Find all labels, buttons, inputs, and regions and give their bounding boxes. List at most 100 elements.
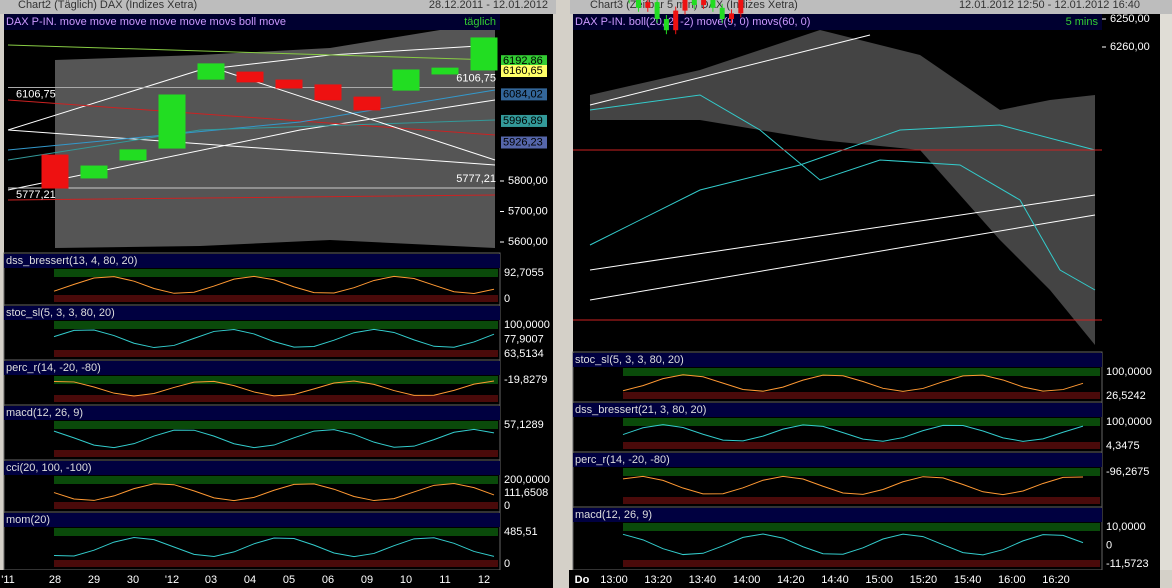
candle [197, 63, 225, 80]
x-axis [0, 570, 553, 588]
x-tick-label: Do [575, 574, 590, 586]
overbought-band [623, 368, 1100, 376]
panel-label: perc_r(14, -20, -80) [6, 362, 101, 374]
title-bar[interactable] [0, 0, 556, 14]
panel-tick-label: -19,8279 [504, 374, 547, 386]
oversold-band [54, 450, 498, 457]
y-tick-label: 6260,00 [1110, 41, 1150, 53]
panel-tick-label: 4,3475 [1106, 440, 1140, 452]
overbought-band [54, 476, 498, 484]
x-tick-label: 13:00 [600, 574, 628, 586]
indicator-line [589, 194, 1096, 271]
overbought-band [54, 269, 498, 277]
price-label: 5996,89 [503, 115, 543, 127]
bollinger-band [55, 20, 495, 248]
x-tick-label: 09 [361, 574, 373, 586]
x-tick-label: 16:00 [998, 574, 1026, 586]
panel-tick-label: 77,9007 [504, 333, 544, 345]
panel-header [573, 453, 1102, 467]
window-title: Chart2 (Täglich) DAX (Indizes Xetra) [18, 0, 197, 11]
overbought-band [54, 528, 498, 536]
oversold-band [54, 560, 498, 567]
indicator-line [589, 34, 871, 106]
x-axis [569, 570, 1160, 588]
indicator-line [53, 380, 495, 397]
x-tick-label: 15:20 [910, 574, 938, 586]
panel-tick-label: -11,5723 [1106, 558, 1149, 570]
x-tick-label: 11 [439, 574, 450, 586]
candle [275, 79, 303, 89]
oversold-band [54, 395, 498, 402]
candle [470, 37, 498, 71]
indicator-line [53, 482, 495, 502]
panel-header [573, 403, 1102, 417]
y-tick-label: 5700,00 [508, 205, 548, 217]
y-tick-label: 5600,00 [508, 236, 548, 248]
candle [353, 96, 381, 111]
y-tick-label: 6250,00 [1110, 13, 1150, 25]
scrollbar[interactable] [1160, 14, 1172, 570]
panel-header [4, 406, 500, 420]
price-box [501, 65, 547, 78]
oversold-band [623, 392, 1100, 399]
legend-bar [4, 14, 500, 30]
panel-header [4, 254, 500, 268]
panel-label: macd(12, 26, 9) [6, 407, 83, 419]
price-label: 5926,23 [503, 136, 543, 148]
indicator-line [53, 536, 495, 558]
chart-legend: DAX P-IN. move move move move move movs … [6, 16, 286, 28]
panel-tick-label: 0 [504, 500, 510, 512]
candle [80, 165, 108, 179]
panel-tick-label: 111,6508 [504, 487, 548, 499]
panel-tick-label: 200,0000 [504, 474, 550, 486]
indicator-line [622, 374, 1084, 392]
panel-header [4, 361, 500, 375]
x-tick-label: 29 [88, 574, 100, 586]
x-tick-label: 10 [400, 574, 412, 586]
panel-label: stoc_sl(5, 3, 3, 80, 20) [6, 307, 115, 319]
panel-tick-label: 100,0000 [1106, 416, 1152, 428]
price-label: 6160,65 [503, 65, 543, 77]
indicator-line [7, 194, 496, 201]
price-axis [1102, 14, 1160, 570]
panel-tick-label: 100,0000 [504, 319, 550, 331]
candle [654, 2, 660, 19]
x-tick-label: 04 [244, 574, 256, 586]
candle [738, 0, 744, 14]
indicator-line [7, 119, 496, 161]
overbought-band [54, 321, 498, 329]
candle [701, 0, 707, 5]
panel-label: macd(12, 26, 9) [575, 509, 652, 521]
panel-header [573, 508, 1102, 522]
panel-tick-label: 26,5242 [1106, 390, 1146, 402]
candle [41, 154, 69, 189]
x-tick-label: 13:20 [644, 574, 672, 586]
x-tick-label: 15:40 [954, 574, 982, 586]
price-box [501, 88, 547, 101]
price-label: 6084,02 [503, 88, 543, 100]
x-tick-label: 14:00 [733, 574, 761, 586]
y-tick-label: 5800,00 [508, 175, 548, 187]
x-tick-label: 14:20 [777, 574, 805, 586]
overbought-band [623, 523, 1100, 531]
panel-tick-label: 485,51 [504, 526, 538, 538]
x-tick-label: 28 [49, 574, 61, 586]
candle [645, 2, 651, 8]
oversold-band [623, 560, 1100, 567]
oversold-band [54, 295, 498, 302]
x-tick-label: 05 [283, 574, 295, 586]
overbought-band [623, 468, 1100, 476]
overbought-band [54, 421, 498, 429]
panel-header [4, 461, 500, 475]
level-label: 5777,21 [16, 189, 56, 201]
panel-label: cci(20, 100, -100) [6, 462, 92, 474]
indicator-line [7, 99, 496, 136]
indicator-line [7, 44, 496, 131]
legend-bar [573, 14, 1102, 30]
panel-tick-label: -96,2675 [1106, 466, 1149, 478]
indicator-line [589, 124, 1096, 246]
indicator-line [622, 533, 1084, 556]
candle [314, 84, 342, 101]
x-tick-label: 12 [478, 574, 490, 586]
indicator-line [53, 275, 495, 295]
